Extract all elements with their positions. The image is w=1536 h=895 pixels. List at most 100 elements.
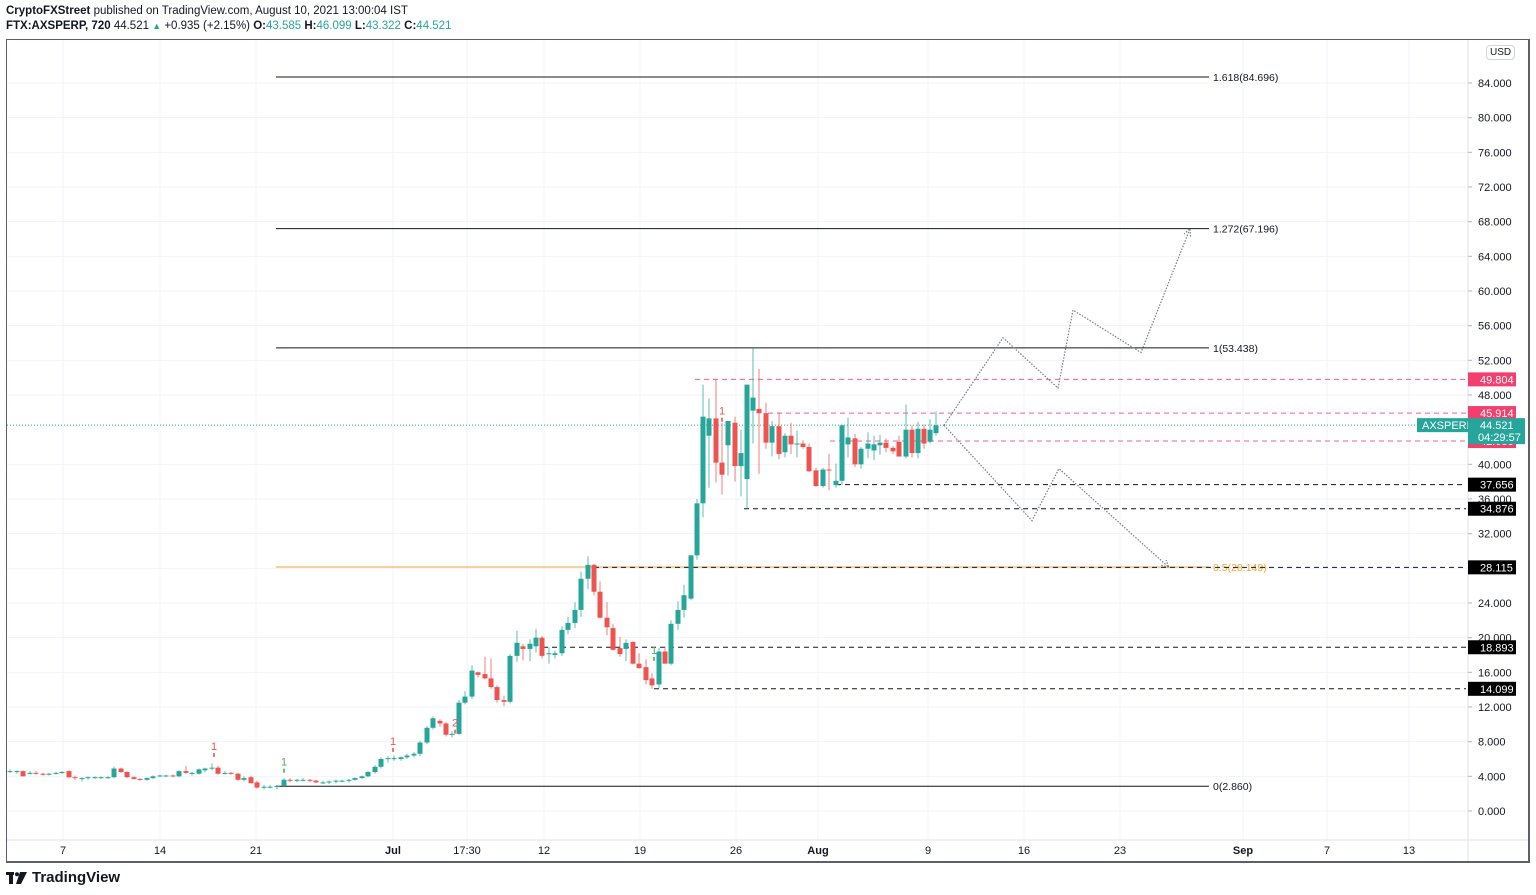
candle[interactable] bbox=[294, 778, 300, 783]
candle[interactable] bbox=[763, 402, 769, 449]
candle[interactable] bbox=[40, 772, 46, 776]
candle[interactable] bbox=[300, 778, 306, 782]
candle[interactable] bbox=[681, 584, 687, 618]
candle[interactable] bbox=[469, 665, 475, 700]
candle[interactable] bbox=[839, 424, 845, 486]
candle[interactable] bbox=[352, 777, 358, 781]
candle[interactable] bbox=[776, 412, 782, 460]
candle[interactable] bbox=[769, 421, 775, 457]
candle[interactable] bbox=[527, 639, 533, 662]
symbol-badge[interactable] bbox=[1417, 418, 1468, 433]
candle[interactable] bbox=[604, 602, 610, 636]
candle[interactable] bbox=[417, 740, 423, 757]
level-price-badge[interactable] bbox=[1468, 560, 1516, 575]
candle[interactable] bbox=[118, 767, 124, 773]
bullish-projection-path[interactable] bbox=[943, 228, 1191, 426]
candle[interactable] bbox=[909, 425, 915, 458]
candle[interactable] bbox=[33, 771, 39, 775]
candle[interactable] bbox=[404, 753, 410, 759]
candle[interactable] bbox=[98, 776, 104, 779]
candle[interactable] bbox=[176, 770, 182, 778]
candle[interactable] bbox=[533, 629, 539, 653]
candle[interactable] bbox=[700, 384, 706, 518]
symbol-name[interactable]: FTX:AXSPERP, 720 bbox=[6, 20, 111, 32]
candle[interactable] bbox=[694, 499, 700, 560]
candle[interactable] bbox=[756, 369, 762, 474]
candle[interactable] bbox=[539, 635, 545, 659]
candle[interactable] bbox=[514, 630, 520, 662]
bearish-projection-path[interactable] bbox=[943, 424, 1170, 568]
candle[interactable] bbox=[209, 763, 215, 771]
candle[interactable] bbox=[865, 432, 871, 459]
candle[interactable] bbox=[482, 656, 488, 680]
candle[interactable] bbox=[520, 643, 526, 661]
candle[interactable] bbox=[124, 771, 130, 779]
candle[interactable] bbox=[411, 752, 417, 758]
candle[interactable] bbox=[248, 775, 254, 784]
candle[interactable] bbox=[183, 765, 189, 774]
candle[interactable] bbox=[228, 772, 234, 775]
candle[interactable] bbox=[424, 726, 430, 745]
candle[interactable] bbox=[313, 779, 319, 784]
candle[interactable] bbox=[636, 653, 642, 669]
candle[interactable] bbox=[72, 775, 78, 780]
candle[interactable] bbox=[385, 756, 391, 763]
candle[interactable] bbox=[501, 695, 507, 707]
candle[interactable] bbox=[668, 620, 674, 666]
candle[interactable] bbox=[157, 774, 163, 778]
candle[interactable] bbox=[656, 648, 662, 688]
candle[interactable] bbox=[27, 771, 33, 775]
candle[interactable] bbox=[53, 772, 59, 775]
candle[interactable] bbox=[235, 772, 241, 781]
candle[interactable] bbox=[921, 424, 927, 449]
candle[interactable] bbox=[281, 778, 287, 787]
candle[interactable] bbox=[111, 766, 117, 779]
candle[interactable] bbox=[144, 777, 150, 781]
candle[interactable] bbox=[617, 636, 623, 657]
candle[interactable] bbox=[372, 765, 378, 774]
candle[interactable] bbox=[630, 641, 636, 665]
candle[interactable] bbox=[794, 430, 800, 458]
candle[interactable] bbox=[261, 785, 267, 790]
candle[interactable] bbox=[552, 650, 558, 659]
candle[interactable] bbox=[7, 769, 13, 773]
candle[interactable] bbox=[610, 623, 616, 651]
candle[interactable] bbox=[871, 435, 877, 460]
candle[interactable] bbox=[202, 767, 208, 772]
candles[interactable] bbox=[7, 348, 939, 790]
candle[interactable] bbox=[59, 771, 65, 774]
candle[interactable] bbox=[858, 447, 864, 469]
candle[interactable] bbox=[462, 691, 468, 705]
candle[interactable] bbox=[782, 433, 788, 458]
candle[interactable] bbox=[591, 564, 597, 596]
candle[interactable] bbox=[398, 756, 404, 761]
level-price-badge[interactable] bbox=[1468, 501, 1516, 516]
candle[interactable] bbox=[732, 416, 738, 482]
candle[interactable] bbox=[131, 776, 137, 780]
candle[interactable] bbox=[92, 776, 98, 779]
candle[interactable] bbox=[725, 421, 731, 476]
candle[interactable] bbox=[688, 555, 694, 601]
candle[interactable] bbox=[365, 771, 371, 778]
candle[interactable] bbox=[788, 422, 794, 454]
candle[interactable] bbox=[597, 581, 603, 619]
candle[interactable] bbox=[813, 467, 819, 487]
candle[interactable] bbox=[877, 434, 883, 455]
candle[interactable] bbox=[339, 779, 345, 783]
candle[interactable] bbox=[643, 659, 649, 685]
candle[interactable] bbox=[170, 774, 176, 778]
candle[interactable] bbox=[189, 772, 195, 776]
candle[interactable] bbox=[744, 384, 750, 509]
candle[interactable] bbox=[883, 438, 889, 453]
candle[interactable] bbox=[287, 778, 293, 783]
candle[interactable] bbox=[675, 601, 681, 630]
level-price-badge[interactable] bbox=[1468, 477, 1516, 492]
candle[interactable] bbox=[494, 685, 500, 703]
candle[interactable] bbox=[738, 429, 744, 497]
candle[interactable] bbox=[578, 571, 584, 617]
candle[interactable] bbox=[585, 556, 591, 590]
candle[interactable] bbox=[806, 443, 812, 473]
candle[interactable] bbox=[833, 463, 839, 488]
candle[interactable] bbox=[196, 768, 202, 775]
